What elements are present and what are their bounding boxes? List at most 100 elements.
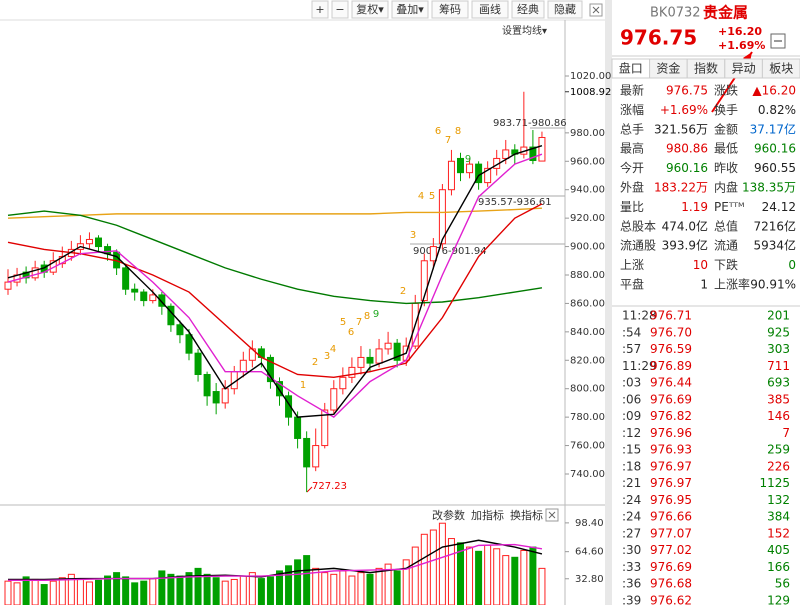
td-label: 2 <box>400 286 406 297</box>
candle-body <box>221 388 229 404</box>
trade-volume: 259 <box>767 443 790 457</box>
trade-price: 976.71 <box>650 309 692 323</box>
ma-line <box>7 203 543 379</box>
indicator-button[interactable]: 换指标 <box>510 508 543 522</box>
volume-bar <box>140 580 148 605</box>
toolbar-button[interactable] <box>351 0 389 19</box>
trade-volume: 132 <box>767 493 790 507</box>
field-label: 内盘 <box>714 180 738 195</box>
candle-body <box>85 238 93 245</box>
candle-body <box>266 356 274 383</box>
candle-body <box>438 189 446 245</box>
trade-time: :21 <box>622 476 641 490</box>
field-value: 183.22万 <box>654 181 708 195</box>
toolbar-button[interactable] <box>311 0 329 19</box>
candle-body <box>212 391 220 404</box>
td-label: 5 <box>429 191 435 202</box>
toolbar-button[interactable] <box>391 0 429 19</box>
trade-price: 976.95 <box>650 493 692 507</box>
candle-body <box>203 373 211 397</box>
volume-bar <box>447 538 455 605</box>
splitter <box>605 0 612 605</box>
window-button[interactable] <box>589 3 603 17</box>
field-label: 金额 <box>714 121 738 136</box>
field-label: 平盘 <box>620 277 644 292</box>
volume-bar <box>330 573 338 605</box>
volume-bar <box>230 578 238 605</box>
volume-bar <box>167 573 175 605</box>
candle-body <box>239 359 247 373</box>
indicator-button[interactable]: 改参数 <box>432 508 465 522</box>
toolbar-button[interactable] <box>511 0 545 19</box>
collapse-button[interactable] <box>770 33 786 49</box>
trade-time: :57 <box>622 342 641 356</box>
toolbar-button[interactable] <box>331 0 349 19</box>
trade-time: :03 <box>622 376 641 390</box>
trade-price: 976.93 <box>650 443 692 457</box>
toolbar-button[interactable] <box>547 0 583 19</box>
y-tick-label: 32.80 <box>575 574 604 585</box>
td-label: 7 <box>356 317 362 328</box>
volume-bar <box>13 582 21 605</box>
volume-bar <box>22 576 30 605</box>
volume-bar <box>411 546 419 605</box>
ma-settings[interactable]: 设置均线▾ <box>502 24 547 37</box>
field-value: 138.35万 <box>742 181 796 195</box>
ma-line <box>7 207 542 219</box>
volume-bar <box>285 565 293 605</box>
volume-bar <box>85 581 93 605</box>
volume-bar <box>266 576 274 605</box>
trade-time: :15 <box>622 443 641 457</box>
tab-label: 盘口 <box>619 61 643 76</box>
trade-volume: 146 <box>767 409 790 423</box>
trade-time: :27 <box>622 526 641 540</box>
tab[interactable] <box>761 58 800 79</box>
volume-bar <box>104 575 112 605</box>
toolbar-button[interactable] <box>431 0 469 19</box>
y-tick-label: 880.00 <box>570 270 605 281</box>
volume-bar <box>76 578 84 605</box>
indicator-button[interactable]: 加指标 <box>471 508 504 522</box>
volume-bar <box>375 567 383 605</box>
trade-volume: 693 <box>767 376 790 390</box>
y-tick-label: 1020.00 <box>570 71 611 82</box>
y-tick-label: 760.00 <box>570 441 605 452</box>
annotation: 900.76-901.94 <box>413 246 487 257</box>
toolbar-label: 筹码 <box>439 2 461 16</box>
field-label: 量比 <box>620 200 644 214</box>
field-value: 321.56万 <box>654 122 708 136</box>
candle-body <box>321 409 329 447</box>
y-tick-label: 960.00 <box>570 156 605 167</box>
candle-body <box>194 352 202 375</box>
volume-bar <box>357 572 365 605</box>
field-label: 流通 <box>714 239 738 253</box>
trade-price: 976.66 <box>650 510 692 524</box>
trade-time: :06 <box>622 392 641 406</box>
trade-volume: 303 <box>767 342 790 356</box>
volume-bar <box>520 549 528 605</box>
window-icon <box>592 6 600 14</box>
field-value: 1.19 <box>681 200 708 214</box>
volume-bar <box>131 582 139 605</box>
trade-time: :12 <box>622 426 641 440</box>
field-label: 换手 <box>714 103 738 117</box>
candle-body <box>158 294 166 307</box>
volume-bar <box>348 575 356 605</box>
candle-body <box>484 167 492 184</box>
y-tick-label: 64.60 <box>575 547 604 558</box>
candle-body <box>95 237 102 248</box>
trade-time: :18 <box>622 459 641 473</box>
candle-body <box>31 267 39 279</box>
candle-body <box>149 294 157 302</box>
volume-bar <box>312 567 320 605</box>
y-tick-label: 800.00 <box>570 384 605 395</box>
td-label: 5 <box>340 317 346 328</box>
volume-bar <box>511 556 519 605</box>
y-tick-label: 920.00 <box>570 213 605 224</box>
td-label: 8 <box>364 311 370 322</box>
trade-price: 976.82 <box>650 409 692 423</box>
trade-volume: 711 <box>767 359 790 373</box>
toolbar-button[interactable] <box>471 0 509 19</box>
volume-bar <box>212 577 220 605</box>
trade-price: 976.69 <box>650 560 692 574</box>
